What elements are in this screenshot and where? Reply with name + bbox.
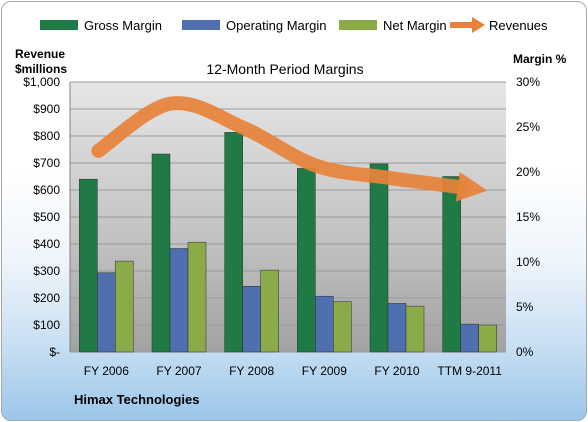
y-right-tick-label: 30% bbox=[516, 75, 540, 89]
bar-gross-margin bbox=[79, 178, 98, 353]
y-left-tick-label: $600 bbox=[33, 183, 60, 197]
y-right-tick-label: 10% bbox=[516, 255, 540, 269]
y-left-tick-label: $200 bbox=[33, 291, 60, 305]
legend-label-operating-margin: Operating Margin bbox=[226, 18, 326, 33]
x-tick-label: FY 2008 bbox=[229, 364, 274, 378]
y-left-tick-label: $500 bbox=[33, 210, 60, 224]
y-left-tick-label: $800 bbox=[33, 129, 60, 143]
y-left-label-line2: $millions bbox=[15, 62, 67, 76]
gridlines bbox=[69, 81, 506, 353]
y-right-tick-label: 0% bbox=[516, 345, 534, 359]
legend-swatch-gross-margin bbox=[40, 20, 78, 30]
y-right-tick-label: 25% bbox=[516, 120, 540, 134]
legend: Gross Margin Operating Margin Net Margin… bbox=[40, 17, 548, 33]
bar-net-margin bbox=[333, 301, 352, 353]
bar-operating-margin bbox=[315, 295, 334, 353]
bar-gross-margin bbox=[224, 132, 243, 353]
bar-gross-margin bbox=[442, 176, 461, 353]
bar-operating-margin bbox=[97, 272, 116, 353]
y-right-tick-label: 15% bbox=[516, 210, 540, 224]
x-tick-label: FY 2009 bbox=[302, 364, 347, 378]
company-name: Himax Technologies bbox=[74, 392, 199, 407]
y-left-tick-labels: $- $100 $200 $300 $400 $500 $600 $700 $800 $900 $1… bbox=[23, 75, 60, 359]
bar-net-margin bbox=[405, 305, 425, 353]
chart-title: 12-Month Period Margins bbox=[206, 61, 363, 77]
x-tick-label: FY 2010 bbox=[374, 364, 419, 378]
x-tick-label: TTM 9-2011 bbox=[437, 364, 502, 378]
bar-operating-margin bbox=[242, 286, 261, 353]
legend-swatch-net-margin bbox=[339, 20, 377, 30]
bar-gross-margin bbox=[369, 163, 389, 353]
legend-arrow-icon bbox=[450, 17, 485, 33]
bar-net-margin bbox=[115, 260, 134, 353]
bars bbox=[79, 132, 497, 353]
bar-net-margin bbox=[260, 269, 279, 353]
bar-operating-margin bbox=[387, 303, 407, 353]
legend-swatch-operating-margin bbox=[182, 20, 220, 30]
y-left-tick-label: $100 bbox=[33, 318, 60, 332]
revenue-trend-line bbox=[91, 96, 469, 195]
bar-operating-margin bbox=[169, 248, 189, 353]
bar-operating-margin bbox=[460, 323, 479, 353]
legend-label-net-margin: Net Margin bbox=[383, 18, 447, 33]
y-left-tick-label: $900 bbox=[33, 102, 60, 116]
y-right-label: Margin % bbox=[513, 52, 567, 66]
y-left-tick-label: $400 bbox=[33, 237, 60, 251]
y-right-tick-labels: 0% 5% 10% 15% 20% 25% 30% bbox=[516, 75, 540, 359]
y-left-tick-label: $- bbox=[49, 345, 60, 359]
y-left-label-line1: Revenue bbox=[15, 47, 65, 61]
y-left-tick-label: $1,000 bbox=[23, 75, 60, 89]
y-right-tick-label: 5% bbox=[516, 300, 534, 314]
revenue-arrowhead bbox=[455, 171, 488, 202]
bar-net-margin bbox=[478, 324, 497, 353]
y-left-tick-label: $700 bbox=[33, 156, 60, 170]
bar-gross-margin bbox=[297, 168, 316, 353]
x-tick-label: FY 2007 bbox=[156, 364, 201, 378]
y-right-tick-label: 20% bbox=[516, 165, 540, 179]
legend-label-revenues: Revenues bbox=[489, 18, 548, 33]
y-left-tick-label: $300 bbox=[33, 264, 60, 278]
bar-net-margin bbox=[187, 241, 207, 353]
legend-label-gross-margin: Gross Margin bbox=[84, 18, 162, 33]
bar-gross-margin bbox=[151, 153, 171, 353]
x-tick-label: FY 2006 bbox=[84, 364, 129, 378]
x-tick-labels: FY 2006 FY 2007 FY 2008 FY 2009 FY 2010 TTM 9… bbox=[84, 364, 502, 378]
